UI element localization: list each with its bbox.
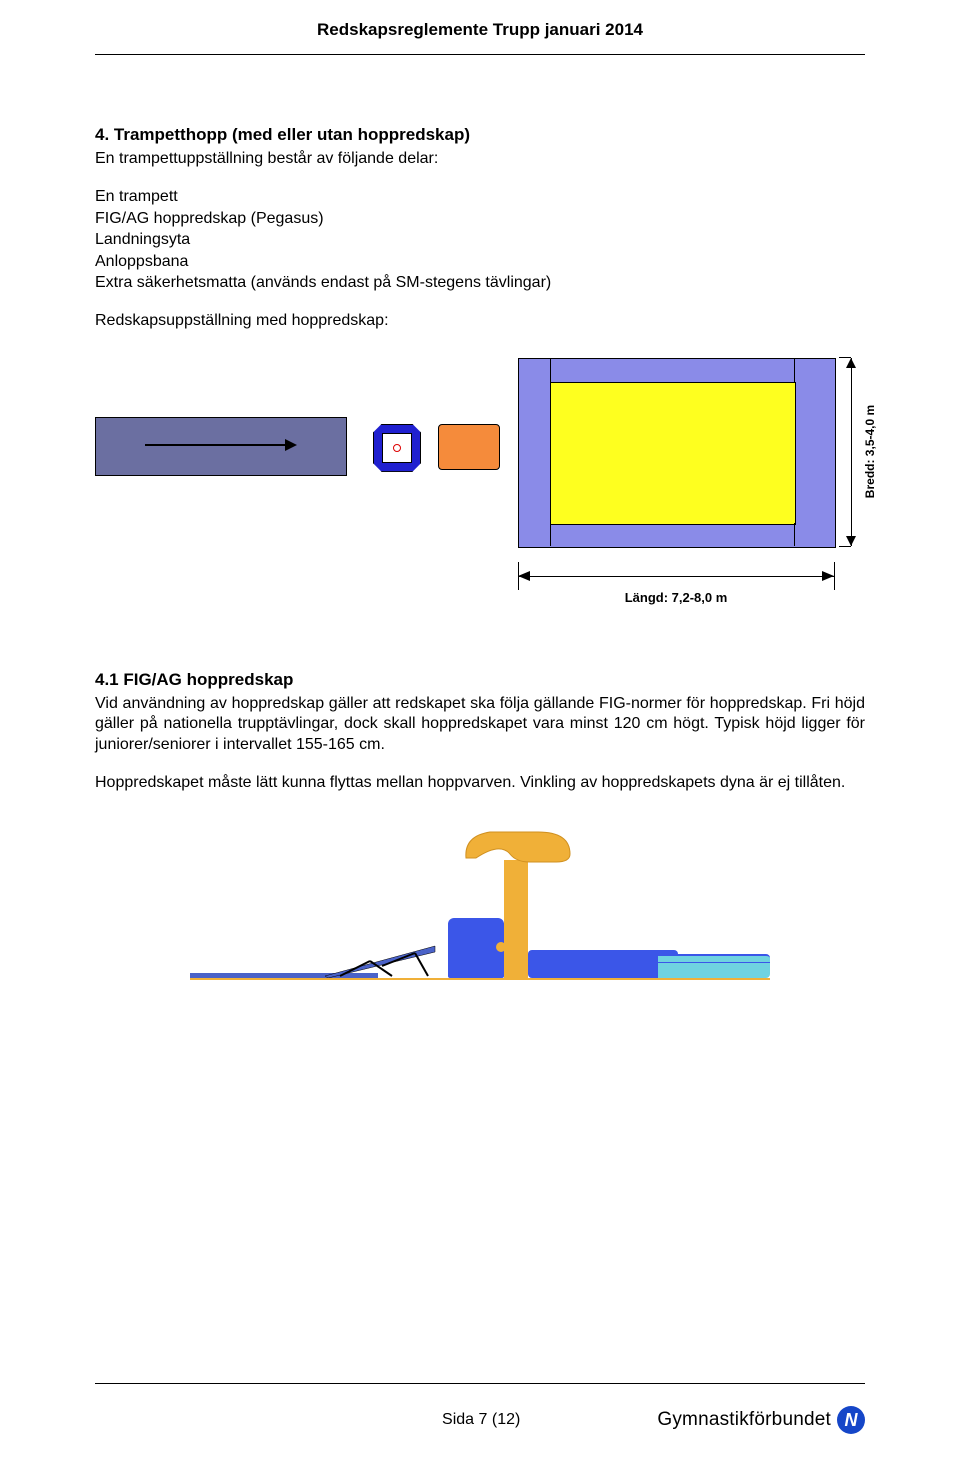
landing-seam xyxy=(794,358,795,382)
width-tick xyxy=(839,546,851,547)
pegasus-topview xyxy=(438,424,500,470)
list-item: Extra säkerhetsmatta (används endast på … xyxy=(95,273,865,293)
list-item: FIG/AG hoppredskap (Pegasus) xyxy=(95,209,865,229)
runway-arrow xyxy=(145,444,295,446)
doc-header-title: Redskapsreglemente Trupp januari 2014 xyxy=(95,20,865,40)
landing-seam xyxy=(550,358,551,382)
paragraph: Hoppredskapet måste lätt kunna flyttas m… xyxy=(95,773,865,793)
pegasus-side-diagram xyxy=(190,824,770,1004)
length-label: Längd: 7,2-8,0 m xyxy=(518,590,834,605)
component-list: En trampett FIG/AG hoppredskap (Pegasus)… xyxy=(95,187,865,293)
page-footer: Sida 7 (12) Gymnastikförbundet N xyxy=(95,1375,865,1434)
section-title: 4. Trampetthopp (med eller utan hoppreds… xyxy=(95,125,865,145)
list-item: Landningsyta xyxy=(95,230,865,250)
width-arrowhead xyxy=(846,536,856,546)
list-item: En trampett xyxy=(95,187,865,207)
width-bracket xyxy=(843,358,852,546)
landing-inner xyxy=(550,382,796,525)
runway-shape xyxy=(95,417,347,476)
ground-line xyxy=(190,978,770,980)
list-item: Anloppsbana xyxy=(95,252,865,272)
footer-row: Sida 7 (12) Gymnastikförbundet N xyxy=(95,1406,865,1434)
logo-badge-icon: N xyxy=(837,1406,865,1434)
length-dimension-row: Längd: 7,2-8,0 m xyxy=(95,562,865,622)
length-tick xyxy=(834,562,835,590)
logo-text: Gymnastikförbundet xyxy=(657,1409,831,1431)
paragraph: Vid användning av hoppredskap gäller att… xyxy=(95,694,865,755)
section-intro: En trampettuppställning består av följan… xyxy=(95,149,865,169)
length-arrowhead xyxy=(822,571,834,581)
landing-mat-far xyxy=(658,954,770,978)
federation-logo: Gymnastikförbundet N xyxy=(657,1406,865,1434)
trampette-center xyxy=(393,444,401,452)
logo-letter: N xyxy=(845,1411,858,1429)
landing-seam xyxy=(550,523,551,546)
header-rule xyxy=(95,54,865,55)
landing-mat-near xyxy=(528,950,678,978)
landing-seam xyxy=(794,523,795,546)
width-arrowhead xyxy=(846,358,856,368)
pegasus-knob xyxy=(496,942,506,952)
footer-rule xyxy=(95,1383,865,1384)
length-arrowhead xyxy=(518,571,530,581)
springboard xyxy=(320,936,440,978)
width-label: Bredd: 3,5-4,0 m xyxy=(863,381,877,522)
length-line xyxy=(518,576,834,577)
setup-caption: Redskapsuppställning med hoppredskap: xyxy=(95,312,865,330)
page: Redskapsreglemente Trupp januari 2014 4.… xyxy=(0,0,960,1460)
pegasus-column xyxy=(504,860,528,978)
setup-diagram-top: Bredd: 3,5-4,0 m xyxy=(95,352,865,552)
page-number: Sida 7 (12) xyxy=(305,1411,657,1429)
subsection-title: 4.1 FIG/AG hoppredskap xyxy=(95,670,865,690)
pegasus-top xyxy=(460,828,572,864)
